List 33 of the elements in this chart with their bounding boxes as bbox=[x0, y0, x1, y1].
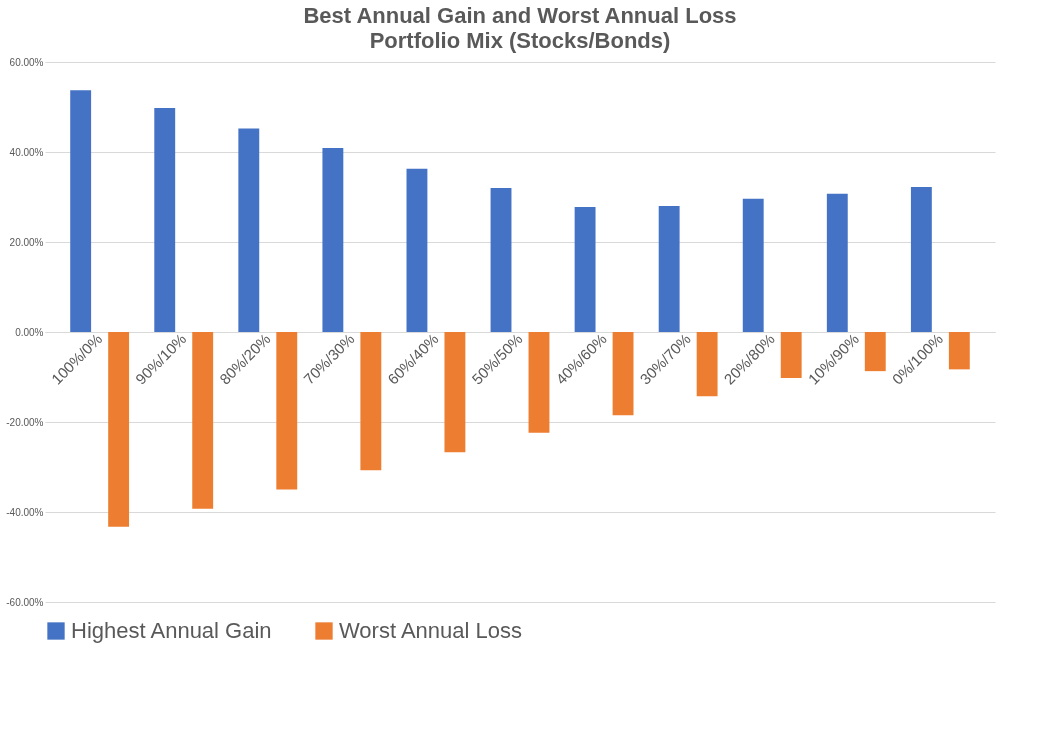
bar bbox=[742, 198, 764, 332]
chart-title: Best Annual Gain and Worst Annual Loss bbox=[303, 3, 737, 28]
bar bbox=[238, 128, 260, 332]
bar bbox=[360, 332, 382, 471]
bar bbox=[70, 90, 92, 332]
y-tick-label: 0.00% bbox=[15, 326, 44, 338]
bar bbox=[276, 332, 298, 490]
y-tick-label: -20.00% bbox=[6, 416, 44, 428]
bar bbox=[910, 187, 932, 332]
bar bbox=[528, 332, 550, 433]
y-tick-label: -40.00% bbox=[6, 506, 44, 518]
y-tick-label: 20.00% bbox=[9, 236, 44, 248]
bar bbox=[406, 168, 428, 332]
bar bbox=[322, 147, 344, 332]
legend-label: Highest Annual Gain bbox=[71, 618, 272, 643]
bar bbox=[574, 206, 596, 332]
legend-label: Worst Annual Loss bbox=[339, 618, 523, 643]
bar bbox=[658, 206, 680, 332]
bar bbox=[108, 332, 130, 527]
bar bbox=[780, 332, 802, 378]
y-tick-label: -60.00% bbox=[6, 596, 44, 608]
bar bbox=[154, 107, 176, 332]
bar bbox=[444, 332, 466, 453]
bar bbox=[864, 332, 886, 372]
bar bbox=[490, 188, 512, 332]
y-tick-label: 40.00% bbox=[9, 146, 44, 158]
bar bbox=[696, 332, 718, 397]
bar bbox=[612, 332, 634, 416]
bar bbox=[826, 193, 848, 332]
y-tick-label: 60.00% bbox=[9, 56, 44, 68]
bar bbox=[948, 332, 970, 370]
bar bbox=[192, 332, 214, 509]
chart-subtitle: Portfolio Mix (Stocks/Bonds) bbox=[369, 28, 671, 53]
